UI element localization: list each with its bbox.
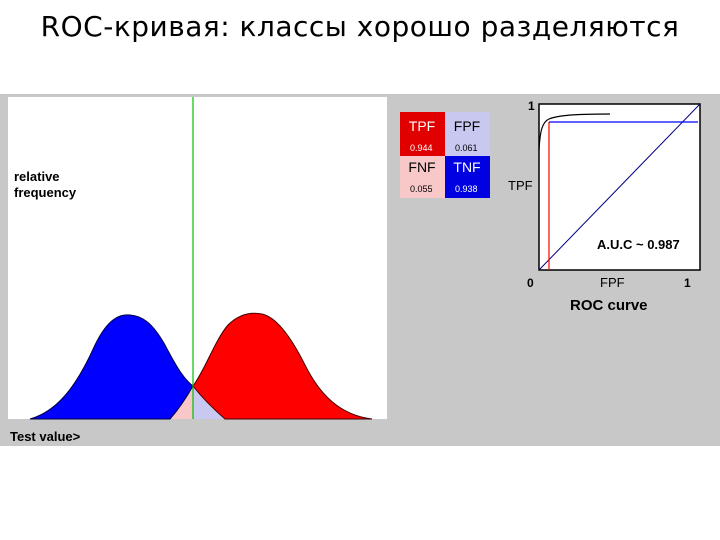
negative-class-curve bbox=[29, 314, 194, 420]
roc-x-axis-label: FPF bbox=[600, 275, 625, 290]
tpf-value: 0.944 bbox=[410, 143, 433, 153]
fnf-value: 0.055 bbox=[410, 184, 433, 194]
fnf-value-cell bbox=[400, 178, 445, 198]
roc-diagonal bbox=[538, 103, 701, 271]
confusion-matrix: TPF FPF 0.944 0.061 FNF TNF 0.055 0.938 bbox=[400, 112, 490, 198]
tnf-value: 0.938 bbox=[455, 184, 478, 194]
roc-caption: ROC curve bbox=[570, 297, 648, 314]
fpf-label: FPF bbox=[454, 118, 480, 134]
fnf-label: FNF bbox=[408, 159, 435, 175]
fpf-cell bbox=[445, 112, 490, 140]
false-positive-region bbox=[193, 386, 225, 419]
x-label-test-value: Test value> bbox=[10, 429, 81, 444]
tpf-value-cell bbox=[400, 140, 445, 156]
slide-title: ROC-кривая: классы хорошо разделяются bbox=[40, 10, 680, 43]
fpf-value: 0.061 bbox=[455, 143, 478, 153]
distribution-plot-area bbox=[8, 97, 387, 419]
tpf-label: TPF bbox=[409, 118, 435, 134]
roc-y-axis-label: TPF bbox=[508, 178, 533, 193]
fnf-cell bbox=[400, 156, 445, 178]
tnf-cell bbox=[445, 156, 490, 178]
tnf-value-cell bbox=[445, 178, 490, 198]
roc-tick-one-right: 1 bbox=[684, 276, 691, 290]
roc-curve bbox=[538, 113, 611, 151]
y-label-frequency: frequency bbox=[14, 185, 77, 200]
roc-auc: A.U.C ~ 0.987 bbox=[597, 237, 680, 252]
tnf-label: TNF bbox=[453, 159, 480, 175]
positive-class-curve bbox=[192, 312, 373, 420]
roc-tick-one-top: 1 bbox=[528, 99, 535, 113]
tpf-cell bbox=[400, 112, 445, 140]
fpf-value-cell bbox=[445, 140, 490, 156]
roc-tick-zero: 0 bbox=[527, 276, 534, 290]
y-label-relative: relative bbox=[14, 169, 60, 184]
